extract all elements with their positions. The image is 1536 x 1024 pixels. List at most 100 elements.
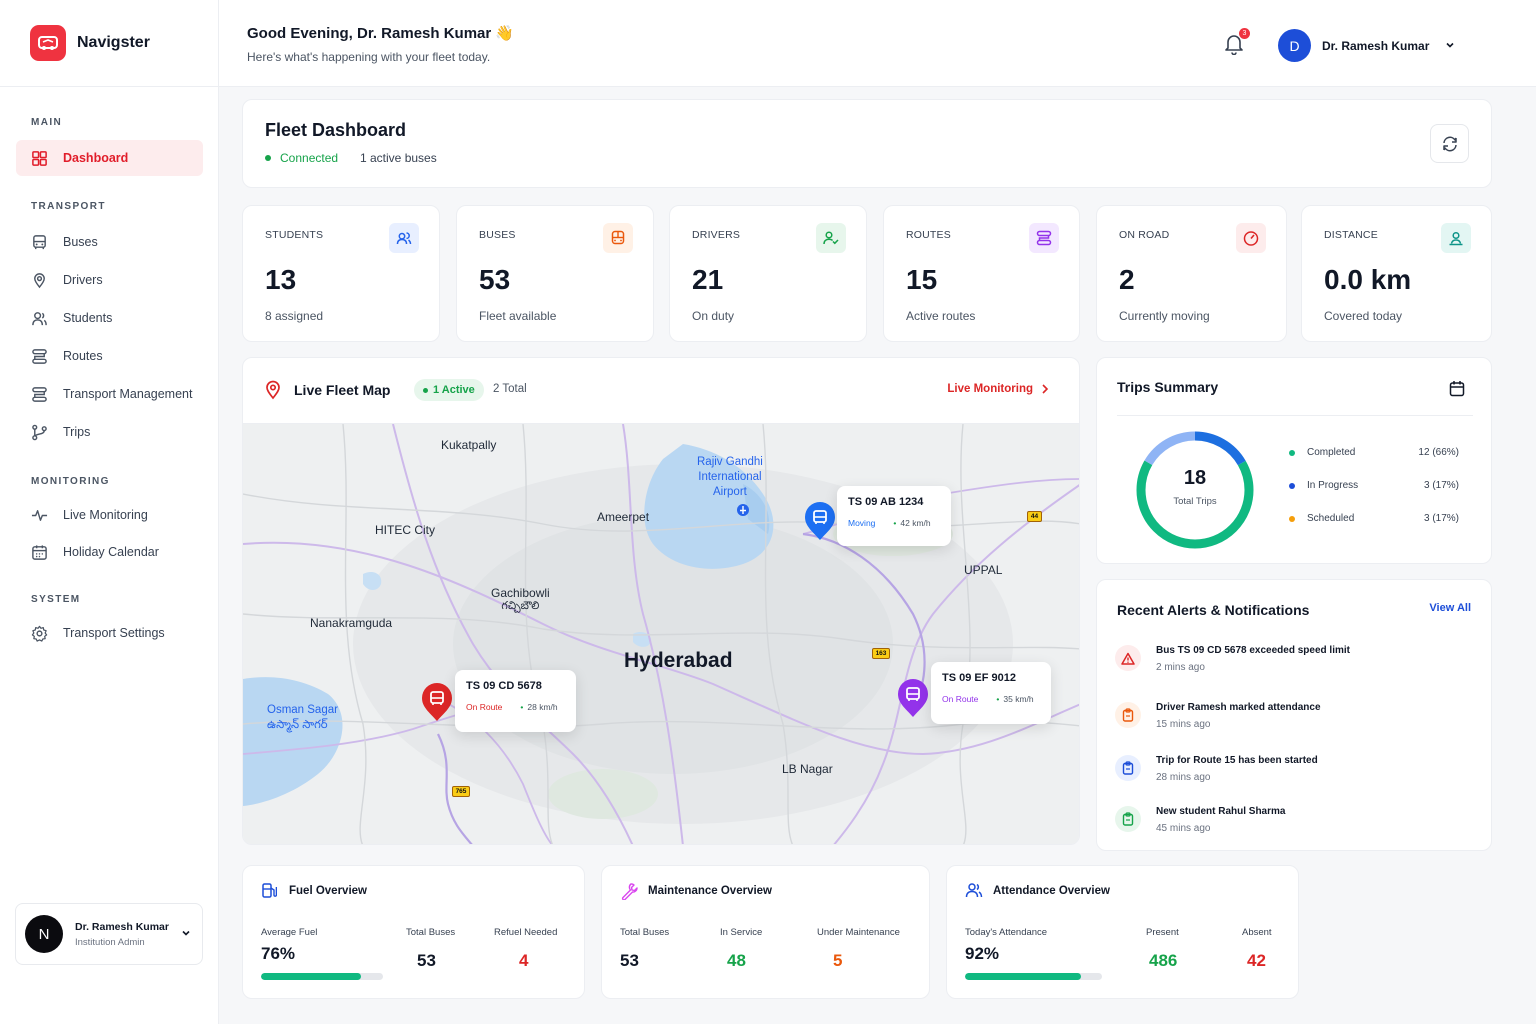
refresh-icon [1442,136,1457,151]
sidebar-item-routes[interactable]: Routes [16,338,203,374]
sidebar-item-label: Students [63,311,113,325]
connection-status: Connected [265,151,338,165]
legend-value: 3 (17%) [1423,513,1459,524]
stat-subtext: Active routes [906,309,976,323]
sidebar-item-label: Live Monitoring [63,508,148,522]
trips-donut-chart [1136,431,1254,549]
bus-popup-1[interactable]: TS 09 AB 1234 Moving 42 km/h [837,486,951,546]
page-title: Fleet Dashboard [265,120,407,140]
bus-plate: TS 09 EF 9012 [942,672,1016,684]
sidebar-item-label: Buses [63,235,98,249]
brand-name: Navigster [77,34,150,51]
map-label-airport: Rajiv Gandhi International Airport [697,455,763,500]
sidebar-item-label: Transport Settings [63,626,165,640]
alert-item[interactable]: Driver Ramesh marked attendance 15 mins a… [1115,702,1321,730]
legend-value: 3 (17%) [1423,480,1459,491]
chevron-down-icon[interactable] [1445,40,1455,50]
stat-value: 13 [265,264,297,295]
stat-subtext: On duty [692,309,735,323]
stat-card-routes[interactable]: ROUTES 15 Active routes [883,205,1080,342]
bus-popup-3[interactable]: TS 09 EF 9012 On Route 35 km/h [931,662,1051,724]
stat-subtext: Covered today [1324,309,1403,323]
sidebar-item-drivers[interactable]: Drivers [16,262,203,298]
view-all-link[interactable]: View All [1429,602,1471,614]
sidebar-item-trips[interactable]: Trips [16,414,203,450]
trips-legend-item: Completed 12 (66%) [1289,447,1459,458]
absent-label: Absent [1242,927,1272,938]
donut-segment-completed [1136,431,1254,549]
sidebar-item-students[interactable]: Students [16,300,203,336]
map-label-gachibowli-line: గచ్చిబౌలి [501,600,540,612]
stat-subtext: Fleet available [479,309,557,323]
map-label-osman-line: ఉస్మాన్ సాగర్ [267,719,328,731]
bus-icon [33,234,46,249]
alert-title: New student Rahul Sharma [1156,806,1286,817]
live-monitoring-link[interactable]: Live Monitoring [947,383,1049,395]
nav-section-system: SYSTEM [31,594,81,605]
alert-time: 2 mins ago [1156,662,1205,673]
stat-card-distance[interactable]: DISTANCE 0.0 km Covered today [1301,205,1492,342]
legend-label: Completed [1307,447,1356,458]
map-label-nanakramguda: Nanakramguda [310,616,393,630]
sidebar-item-transport-management[interactable]: Transport Management [16,376,203,412]
alert-title: Driver Ramesh marked attendance [1156,702,1321,713]
under-maintenance-label: Under Maintenance [817,927,900,938]
chevron-right-icon [1042,384,1049,394]
stat-card-on-road[interactable]: ON ROAD 2 Currently moving [1096,205,1287,342]
brand-logo-icon[interactable] [30,25,66,61]
map-canvas[interactable]: Kukatpally HITEC City Ameerpet Rajiv Gan… [243,424,1079,844]
today-attendance-label: Today's Attendance [965,927,1048,938]
trips-legend-item: Scheduled 3 (17%) [1289,513,1459,524]
map-label-gachibowli-line: Gachibowli [491,586,550,600]
map-label-osman-line: Osman Sagar [267,704,338,716]
present-value: 486 [1149,951,1178,970]
map-label-uppal: UPPAL [964,563,1003,577]
attendance-overview-card: Attendance Overview Today's Attendance 9… [946,865,1299,999]
legend-label: In Progress [1307,480,1359,491]
greeting: Good Evening, Dr. Ramesh Kumar 👋 [247,25,515,42]
trips-legend-item: In Progress 3 (17%) [1289,480,1459,491]
sidebar-item-dashboard[interactable]: Dashboard [16,140,203,176]
alert-item[interactable]: Bus TS 09 CD 5678 exceeded speed limit 2 … [1115,645,1350,673]
legend-dot [1289,449,1295,456]
stat-label: ROUTES [906,229,951,241]
avg-fuel-label: Average Fuel [261,927,318,938]
stat-card-buses[interactable]: BUSES 53 Fleet available [456,205,654,342]
alert-time: 28 mins ago [1156,772,1211,783]
bus-speed: 28 km/h [520,702,557,712]
header-user-name[interactable]: Dr. Ramesh Kumar [1322,39,1430,53]
header-avatar[interactable]: D [1278,29,1311,62]
sidebar-user-card[interactable]: N Dr. Ramesh Kumar Institution Admin [15,903,203,965]
attendance-progress-fill [965,973,1082,980]
stat-card-drivers[interactable]: DRIVERS 21 On duty [669,205,867,342]
sidebar-item-buses[interactable]: Buses [16,224,203,260]
alert-item[interactable]: New student Rahul Sharma 45 mins ago [1115,806,1285,834]
total-buses-label: Total Buses [406,927,456,938]
alert-item[interactable]: Trip for Route 15 has been started 28 min… [1115,755,1318,783]
bus-popup-2[interactable]: TS 09 CD 5678 On Route 28 km/h [455,670,576,732]
user-check-icon [816,223,846,253]
legend-dot [1289,482,1295,489]
calendar-icon[interactable] [1449,380,1465,397]
chevron-down-icon[interactable] [181,928,191,938]
stat-label: STUDENTS [265,229,324,241]
bell-icon[interactable] [1224,33,1244,55]
divider [1117,415,1473,416]
sidebar-item-label: Routes [63,349,103,363]
sidebar-item-holiday-calendar[interactable]: Holiday Calendar [16,534,203,570]
sidebar-item-label: Trips [63,425,91,439]
sidebar-item-live-monitoring[interactable]: Live Monitoring [16,497,203,533]
refresh-button[interactable] [1430,124,1469,163]
bus-marker-1[interactable] [804,501,836,541]
maint-total-value: 53 [620,951,639,970]
notification-badge: 3 [1239,28,1250,39]
user-role: Institution Admin [75,936,145,948]
sidebar-item-transport-settings[interactable]: Transport Settings [16,615,203,651]
users-icon [32,311,47,325]
bus-marker-2[interactable] [421,682,453,722]
bus-marker-3[interactable] [897,678,929,718]
stat-card-students[interactable]: STUDENTS 13 8 assigned [242,205,440,342]
refuel-needed-value: 4 [519,951,529,970]
donut-segment-in-progress [1136,431,1254,549]
stat-label: DRIVERS [692,229,741,241]
